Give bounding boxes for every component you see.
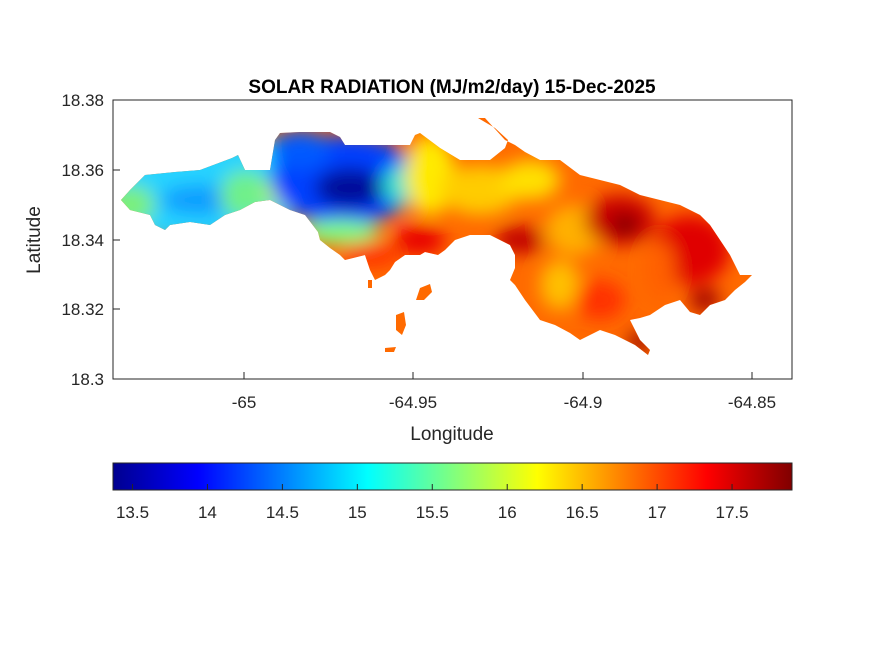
colorbar-tick-label: 16 [498,503,517,522]
colorbar-tick-label: 14 [198,503,217,522]
colorbar-tick-label: 17.5 [715,503,748,522]
x-tick-label: -64.9 [564,393,603,412]
colorbar: 13.5 14 14.5 15 15.5 16 16.5 17 17.5 [112,462,793,522]
y-axis: 18.38 18.36 18.34 18.32 18.3 Latitude [24,91,120,389]
colorbar-tick-label: 15 [348,503,367,522]
y-tick-label: 18.32 [61,300,104,319]
x-tick-label: -64.85 [728,393,776,412]
colorbar-tick-label: 13.5 [116,503,149,522]
y-tick-label: 18.34 [61,231,104,250]
colorbar-tick-label: 14.5 [266,503,299,522]
colorbar-tick-label: 17 [648,503,667,522]
colorbar-tick-label: 16.5 [566,503,599,522]
y-tick-label: 18.36 [61,161,104,180]
colorbar-gradient [112,462,793,491]
x-tick-label: -65 [232,393,257,412]
y-tick-label: 18.3 [71,370,104,389]
chart-title: SOLAR RADIATION (MJ/m2/day) 15-Dec-2025 [248,77,656,98]
colorbar-tick-label: 15.5 [416,503,449,522]
y-axis-label: Latitude [24,206,45,274]
x-tick-label: -64.95 [389,393,437,412]
y-tick-label: 18.38 [61,91,104,110]
x-axis: -65 -64.95 -64.9 -64.85 Longitude [232,372,776,445]
x-axis-label: Longitude [410,424,493,445]
